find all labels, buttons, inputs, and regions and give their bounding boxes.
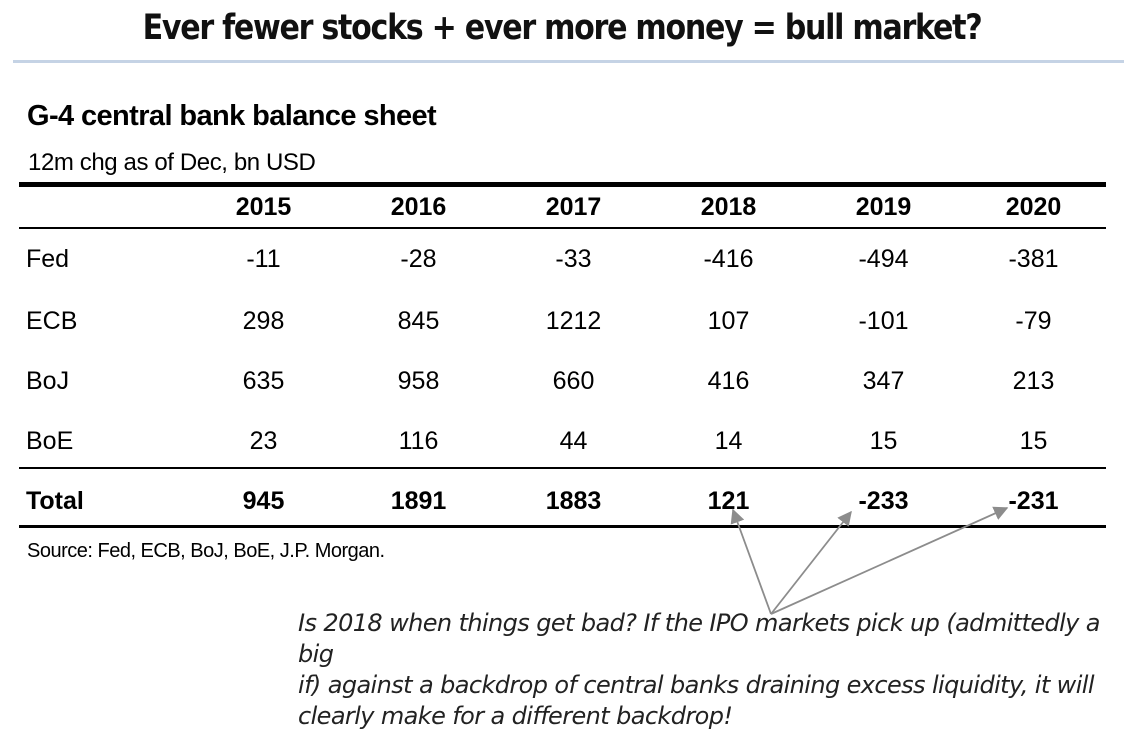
table-cell: 213 [1012,366,1055,395]
table-cell: -28 [400,245,437,273]
total-cell-2019: -233 [858,486,909,515]
source-note: Source: Fed, ECB, BoJ, BoE, J.P. Morgan. [27,540,385,562]
page-headline: Ever fewer stocks + ever more money = bu… [142,8,983,48]
headline-divider [13,60,1124,63]
column-header: 2020 [1005,193,1062,221]
table-cell: -381 [1008,245,1059,273]
table-row-boj: BoJ 635 958 660 416 347 213 [19,351,1106,411]
table-cell: -79 [1015,306,1052,335]
annotation-line: clearly make for a different backdrop! [298,702,733,730]
table-cell: 635 [242,366,285,395]
table-cell: -11 [246,245,281,273]
total-top-rule [19,467,1106,469]
table-cell: -33 [555,245,592,273]
table-cell: 44 [559,426,588,455]
table-subtitle: 12m chg as of Dec, bn USD [28,149,316,176]
row-label: Fed [26,245,70,273]
table-row-fed: Fed -11 -28 -33 -416 -494 -381 [19,228,1106,291]
total-cell: 1891 [390,486,447,515]
table-cell: -101 [858,306,909,335]
table-header-row: 2015 2016 2017 2018 2019 2020 [19,187,1106,228]
row-label: ECB [26,306,78,335]
total-cell-2020: -231 [1008,486,1059,515]
column-header: 2018 [700,193,757,221]
table-cell: 23 [249,426,278,455]
table-bottom-rule [19,525,1106,528]
table-cell: 15 [1019,426,1048,455]
table-row-boe: BoE 23 116 44 14 15 15 [19,411,1106,471]
table-cell: 660 [552,366,595,395]
arrow-to-2019-total [770,510,852,615]
table-cell: 107 [707,306,750,335]
table-top-rule [19,182,1106,187]
table-cell: -416 [703,245,754,273]
column-header: 2015 [235,193,292,221]
table-cell: 416 [707,366,750,395]
annotation-text: Is 2018 when things get bad? If the IPO … [298,608,1124,732]
annotation-line: Is 2018 when things get bad? If the IPO … [298,609,1101,668]
balance-sheet-table: 2015 2016 2017 2018 2019 2020 Fed -11 -2… [19,187,1106,531]
table-cell: 15 [869,426,898,455]
total-cell: 1883 [545,486,602,515]
annotation-arrows [730,506,1009,615]
table-cell: 347 [862,366,905,395]
table-row-ecb: ECB 298 845 1212 107 -101 -79 [19,291,1106,351]
table-cell: 14 [714,426,743,455]
arrow-to-2018-total [730,508,772,615]
column-header: 2019 [855,193,912,221]
total-cell: 945 [242,486,285,515]
table-title: G-4 central bank balance sheet [27,100,437,132]
table-cell: 298 [242,306,285,335]
table-cell: 958 [397,366,440,395]
table-cell: 116 [398,426,439,455]
header-bottom-rule [19,227,1106,229]
annotation-line: if) against a backdrop of central banks … [298,671,1095,699]
row-label: BoJ [26,366,70,395]
column-header: 2016 [390,193,447,221]
row-label: Total [26,486,84,515]
table-cell: 845 [397,306,440,335]
row-label: BoE [26,426,74,455]
table-cell: -494 [858,245,909,273]
arrow-to-2020-total [770,506,1009,615]
table-cell: 1212 [545,306,602,335]
column-header: 2017 [545,193,602,221]
table-row-total: Total 945 1891 1883 121 -233 -231 [19,471,1106,531]
